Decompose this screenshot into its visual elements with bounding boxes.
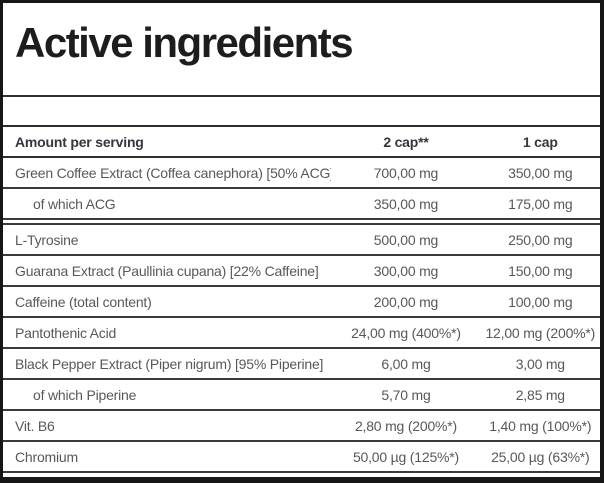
ingredient-two-cap-value: 350,00 mg xyxy=(331,188,481,220)
ingredient-one-cap-value: 1,40 mg (100%*) xyxy=(480,410,600,442)
ingredient-one-cap-value: 2,85 mg xyxy=(480,379,600,411)
title-block: Active ingredients xyxy=(3,3,600,97)
header-one-cap: 1 cap xyxy=(480,126,600,158)
table-row: Vit. B6 2,80 mg (200%*) 1,40 mg (100%*) xyxy=(3,410,600,442)
ingredient-one-cap-value: 12,00 mg (200%*) xyxy=(480,317,600,349)
ingredient-one-cap-value: 350,00 mg xyxy=(480,157,600,189)
page-title: Active ingredients xyxy=(15,19,354,66)
ingredient-name: Vit. B6 xyxy=(3,410,332,442)
group-separator xyxy=(3,219,600,225)
table-header-row: Amount per serving 2 cap** 1 cap xyxy=(3,126,600,158)
ingredient-two-cap-value: 24,00 mg (400%*) xyxy=(331,317,481,349)
table-row: of which ACG 350,00 mg 175,00 mg xyxy=(3,188,600,220)
table-row: Chromium 50,00 µg (125%*) 25,00 µg (63%*… xyxy=(3,441,600,473)
ingredient-one-cap-value: 25,00 µg (63%*) xyxy=(480,441,600,473)
ingredient-name: L-Tyrosine xyxy=(3,224,332,256)
ingredient-one-cap-value: 150,00 mg xyxy=(480,255,600,287)
table-row: Black Pepper Extract (Piper nigrum) [95%… xyxy=(3,348,600,380)
ingredient-two-cap-value: 50,00 µg (125%*) xyxy=(331,441,481,473)
ingredient-two-cap-value: 5,70 mg xyxy=(331,379,481,411)
ingredient-two-cap-value: 6,00 mg xyxy=(331,348,481,380)
table-row: L-Tyrosine 500,00 mg 250,00 mg xyxy=(3,224,600,256)
ingredient-name: of which Piperine xyxy=(3,379,332,411)
ingredient-two-cap-value: 300,00 mg xyxy=(331,255,481,287)
ingredient-one-cap-value: 175,00 mg xyxy=(480,188,600,220)
ingredient-two-cap-value: 2,80 mg (200%*) xyxy=(331,410,481,442)
table-row: Pantothenic Acid 24,00 mg (400%*) 12,00 … xyxy=(3,317,600,349)
ingredient-name: Chromium xyxy=(3,441,332,473)
ingredient-name: Guarana Extract (Paullinia cupana) [22% … xyxy=(3,255,332,287)
ingredient-name: Black Pepper Extract (Piper nigrum) [95%… xyxy=(3,348,332,380)
ingredient-name: Green Coffee Extract (Coffea canephora) … xyxy=(3,157,332,189)
table-row: Guarana Extract (Paullinia cupana) [22% … xyxy=(3,255,600,287)
table-row: of which Piperine 5,70 mg 2,85 mg xyxy=(3,379,600,411)
header-amount-per-serving: Amount per serving xyxy=(3,126,332,158)
ingredients-table: Amount per serving 2 cap** 1 cap Green C… xyxy=(3,125,600,473)
table-row: Caffeine (total content) 200,00 mg 100,0… xyxy=(3,286,600,318)
title-gap-spacer xyxy=(3,97,600,125)
ingredient-one-cap-value: 3,00 mg xyxy=(480,348,600,380)
ingredient-two-cap-value: 200,00 mg xyxy=(331,286,481,318)
ingredient-two-cap-value: 700,00 mg xyxy=(331,157,481,189)
ingredient-one-cap-value: 250,00 mg xyxy=(480,224,600,256)
ingredient-name: Pantothenic Acid xyxy=(3,317,332,349)
table-row: Green Coffee Extract (Coffea canephora) … xyxy=(3,157,600,189)
ingredient-one-cap-value: 100,00 mg xyxy=(480,286,600,318)
ingredient-name: of which ACG xyxy=(3,188,332,220)
header-two-cap: 2 cap** xyxy=(331,126,481,158)
ingredient-two-cap-value: 500,00 mg xyxy=(331,224,481,256)
ingredient-name: Caffeine (total content) xyxy=(3,286,332,318)
